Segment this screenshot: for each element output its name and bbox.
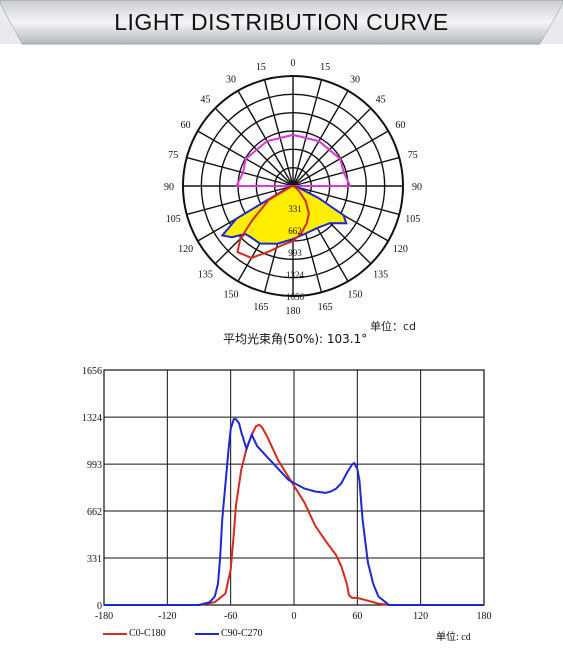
legend-c90: C90-C270: [195, 628, 263, 639]
polar-angle-label: 30: [350, 75, 360, 86]
polar-spoke: [186, 156, 294, 187]
polar-spoke: [237, 90, 294, 187]
polar-spoke: [292, 90, 349, 187]
y-tick-label: 662: [87, 507, 102, 518]
legend-c90-label: C90-C270: [221, 628, 263, 639]
cartesian-chart: -180 -120 -60 0 60 120 180 0 331 662 993 1324 1656: [82, 366, 492, 622]
legend-c90-swatch: [195, 632, 219, 635]
polar-angle-label: 135: [198, 270, 213, 281]
polar-spoke: [214, 107, 294, 187]
polar-angle-label: 60: [181, 120, 191, 131]
banner-background: [0, 0, 563, 45]
polar-spoke: [292, 107, 372, 187]
polar-angle-label: 150: [224, 289, 239, 300]
polar-angle-label: 60: [395, 120, 405, 131]
polar-angle-label: 15: [320, 62, 330, 73]
x-tick-label: -180: [95, 611, 113, 622]
polar-angle-label: 150: [348, 289, 363, 300]
y-tick-label: 0: [97, 601, 102, 612]
polar-spoke: [292, 79, 323, 187]
polar-angle-label: 75: [168, 150, 178, 161]
polar-radial-label: 331: [288, 204, 302, 214]
polar-radial-label: 993: [288, 248, 302, 258]
polar-angle-label: 135: [373, 270, 388, 281]
legend-c0: C0-C180: [103, 628, 166, 639]
polar-radial-label: 662: [288, 226, 302, 236]
polar-angle-label: 45: [376, 94, 386, 105]
x-tick-label: 120: [413, 611, 428, 622]
x-tick-label: -120: [158, 611, 176, 622]
polar-angle-label: 180: [286, 306, 301, 317]
polar-angle-label: 45: [200, 94, 210, 105]
y-tick-label: 1324: [82, 413, 102, 424]
polar-radial-label: 1656: [286, 292, 305, 302]
polar-unit-label: 单位：cd: [370, 320, 417, 333]
x-tick-label: -60: [224, 611, 237, 622]
x-tick-label: 180: [477, 611, 492, 622]
polar-spoke: [292, 156, 400, 187]
polar-spoke: [186, 185, 294, 216]
polar-angle-label: 120: [393, 244, 408, 255]
y-tick-label: 993: [87, 460, 102, 471]
polar-radial-label: 1324: [286, 270, 305, 280]
polar-angle-label: 165: [253, 302, 268, 313]
polar-angle-label: 90: [164, 182, 174, 193]
legend-c0-swatch: [103, 632, 127, 635]
polar-spoke: [292, 185, 400, 216]
y-tick-label: 1656: [82, 366, 102, 377]
polar-angle-label: 120: [178, 244, 193, 255]
beam-angle-label: 平均光束角(50%): 103.1°: [223, 332, 368, 346]
page-title: LIGHT DISTRIBUTION CURVE: [114, 9, 449, 35]
polar-curve-c0: [236, 185, 310, 259]
legend-c0-label: C0-C180: [129, 628, 166, 639]
series-line-c90-c270: [104, 418, 484, 606]
polar-angle-label: 105: [166, 214, 181, 225]
polar-angle-label: 165: [318, 302, 333, 313]
cartesian-unit-label: 单位: cd: [436, 632, 471, 643]
series-line-c0-c180: [104, 423, 484, 606]
x-tick-label: 0: [292, 611, 297, 622]
polar-angle-label: 90: [412, 182, 422, 193]
polar-angle-label: 0: [291, 58, 296, 69]
title-banner: LIGHT DISTRIBUTION CURVE: [0, 0, 563, 46]
x-tick-label: 60: [352, 611, 362, 622]
polar-curve-c90: [220, 185, 348, 245]
y-tick-label: 331: [87, 554, 102, 565]
polar-angle-label: 75: [408, 150, 418, 161]
polar-angle-label: 30: [226, 75, 236, 86]
polar-angle-label: 105: [405, 214, 420, 225]
polar-fill-c90: [222, 186, 347, 244]
polar-spoke: [263, 79, 294, 187]
polar-angle-label: 15: [256, 62, 266, 73]
